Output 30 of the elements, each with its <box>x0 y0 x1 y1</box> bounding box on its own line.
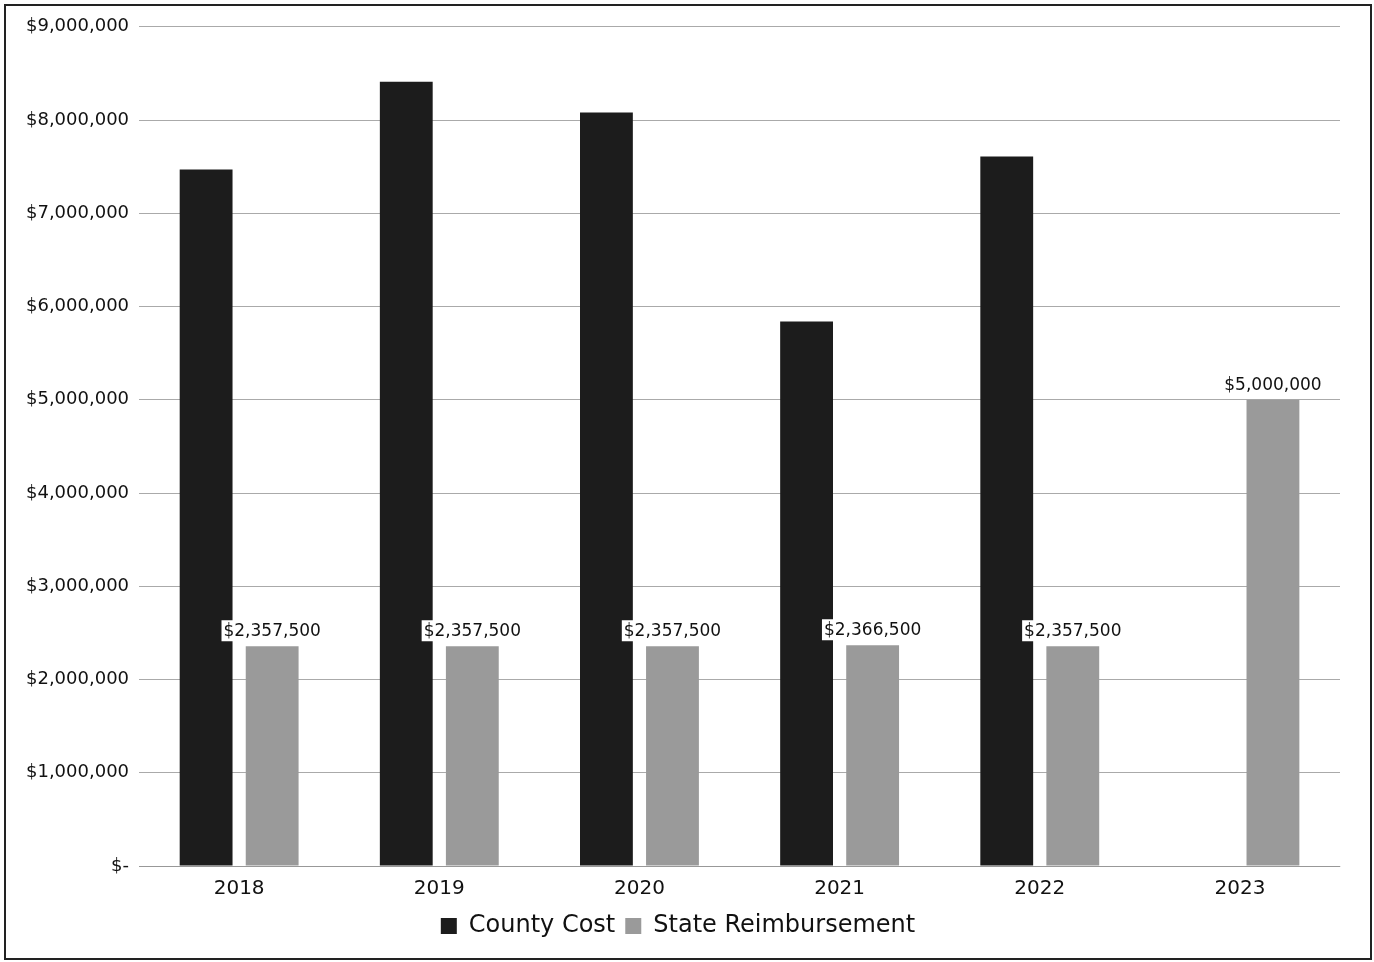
y-tick-label: $5,000,000 <box>26 387 130 409</box>
data-label: $2,357,500 <box>223 620 321 641</box>
y-tick-label: $6,000,000 <box>26 294 130 316</box>
x-tick-label: 2021 <box>814 875 866 900</box>
bar <box>846 645 900 866</box>
bar <box>646 646 699 866</box>
data-label: $2,357,500 <box>1024 620 1122 641</box>
y-tick-label: $7,000,000 <box>26 200 130 222</box>
data-label: $2,366,500 <box>823 619 922 640</box>
y-tick-label: $1,000,000 <box>26 760 130 782</box>
bar <box>245 646 299 866</box>
x-tick-label: 2022 <box>1014 875 1066 900</box>
data-label: $2,357,500 <box>623 620 722 641</box>
y-tick-label: $8,000,000 <box>26 107 130 129</box>
y-tick-label: $2,000,000 <box>26 667 130 689</box>
x-tick-label: 2019 <box>413 875 465 900</box>
bar <box>445 646 499 866</box>
data-label: $5,000,000 <box>1224 373 1322 394</box>
y-tick-label: $4,000,000 <box>26 480 130 502</box>
legend-label: County Cost <box>468 910 616 939</box>
y-tick-label: $9,000,000 <box>26 14 130 36</box>
bar <box>1246 399 1300 866</box>
y-tick-label: $3,000,000 <box>26 573 130 595</box>
x-tick-label: 2020 <box>614 875 665 900</box>
legend-label: State Reimbursement <box>653 910 916 939</box>
data-label: $2,357,500 <box>423 620 521 641</box>
y-tick-label: $- <box>111 853 130 875</box>
bar <box>1046 646 1100 866</box>
x-tick-label: 2023 <box>1214 875 1266 900</box>
x-tick-label: 2018 <box>213 875 265 900</box>
